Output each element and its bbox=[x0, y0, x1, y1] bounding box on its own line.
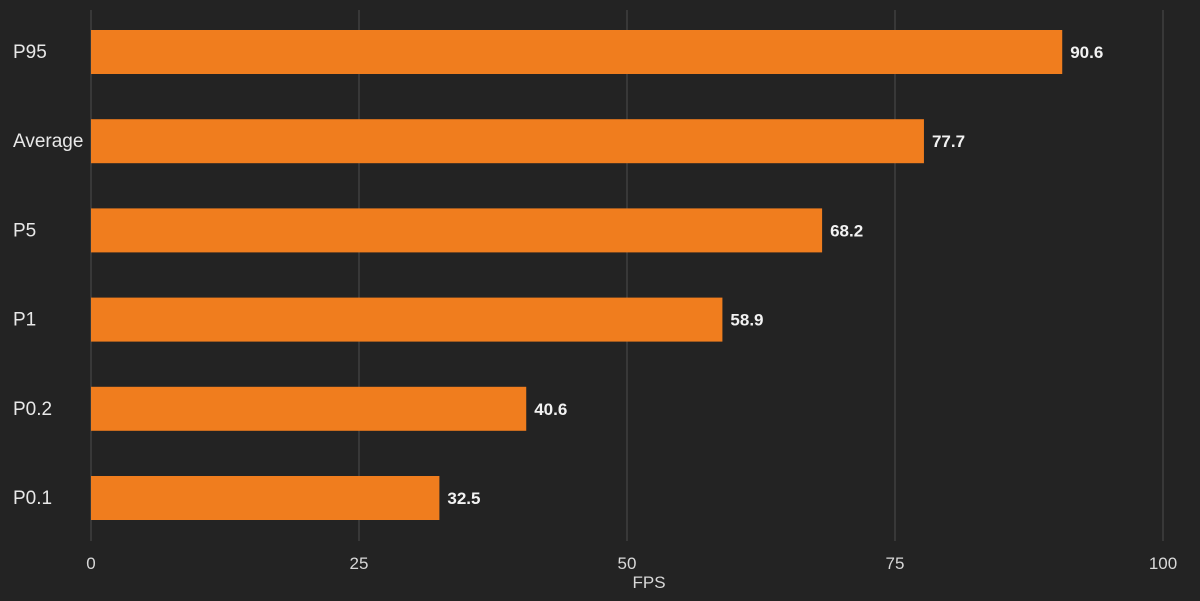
x-tick-label: 100 bbox=[1149, 554, 1177, 573]
x-tick-label: 50 bbox=[618, 554, 637, 573]
category-label: P0.1 bbox=[13, 488, 52, 509]
bar-p5 bbox=[91, 208, 823, 253]
bar-p0-2 bbox=[91, 386, 527, 431]
bars bbox=[91, 30, 1063, 520]
x-tick-label: 75 bbox=[886, 554, 905, 573]
value-label: 40.6 bbox=[534, 400, 567, 419]
category-label: P5 bbox=[13, 220, 36, 241]
category-label: Average bbox=[13, 131, 83, 152]
bar-p0-1 bbox=[91, 476, 440, 520]
bar-average bbox=[91, 119, 924, 164]
value-label: 58.9 bbox=[730, 311, 763, 330]
value-label: 68.2 bbox=[830, 221, 863, 240]
x-axis-ticks: 0 25 50 75 100 bbox=[86, 554, 1177, 573]
x-tick-label: 25 bbox=[350, 554, 369, 573]
value-label: 77.7 bbox=[932, 132, 965, 151]
bar-p1 bbox=[91, 297, 723, 342]
category-label: P1 bbox=[13, 310, 36, 331]
value-label: 90.6 bbox=[1070, 43, 1103, 62]
x-tick-label: 0 bbox=[86, 554, 95, 573]
category-label: P95 bbox=[13, 42, 47, 63]
category-labels: P95 Average P5 P1 P0.2 P0.1 bbox=[13, 42, 83, 509]
category-label: P0.2 bbox=[13, 399, 52, 420]
value-labels: 90.6 77.7 68.2 58.9 40.6 32.5 bbox=[447, 43, 1103, 508]
bar-p95 bbox=[91, 30, 1063, 74]
gridlines bbox=[90, 10, 1164, 541]
value-label: 32.5 bbox=[447, 489, 480, 508]
x-axis-title: FPS bbox=[632, 573, 665, 592]
